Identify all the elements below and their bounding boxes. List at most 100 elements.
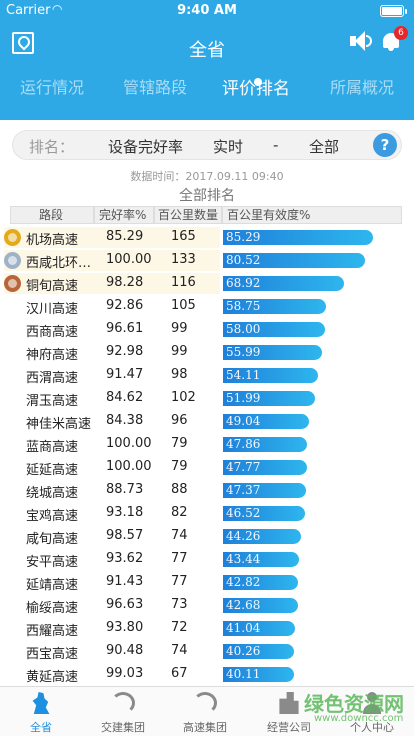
tab-overview[interactable]: 所属概况: [330, 78, 395, 97]
rate-value: 85.29: [106, 229, 144, 244]
rate-value: 93.80: [106, 620, 144, 635]
table-row[interactable]: 咸旬高速 98.57 74 44.26: [0, 525, 414, 548]
rate-value: 100.00: [106, 436, 152, 451]
wifi-icon: ◠: [52, 2, 63, 16]
rate-value: 92.86: [106, 298, 144, 313]
efficiency-bar: 49.04: [223, 414, 309, 429]
filter-separator: -: [273, 136, 279, 154]
efficiency-value: 49.04: [226, 414, 261, 428]
km-count: 74: [171, 528, 188, 543]
tabbar-personal[interactable]: 个人中心: [331, 687, 413, 737]
scope-select[interactable]: 全部: [309, 138, 340, 156]
rate-value: 96.61: [106, 321, 144, 336]
table-row[interactable]: 西渭高速 91.47 98 54.11: [0, 364, 414, 387]
watermark-title: 绿色资源网: [304, 692, 404, 716]
road-name: 汉川高速: [26, 302, 79, 317]
help-icon[interactable]: ?: [373, 133, 397, 157]
efficiency-value: 85.29: [226, 230, 261, 244]
rate-value: 100.00: [106, 252, 152, 267]
table-row[interactable]: 铜旬高速 98.28 116 68.92: [0, 272, 414, 295]
efficiency-value: 42.68: [226, 598, 261, 612]
km-count: 72: [171, 620, 188, 635]
tab-ranking[interactable]: 评价排名: [222, 79, 290, 99]
filter-label: 排名：: [29, 138, 75, 156]
tabbar-jiaojian[interactable]: 交建集团: [82, 687, 164, 737]
period-select[interactable]: 实时: [213, 138, 244, 156]
rate-value: 91.47: [106, 367, 144, 382]
ranking-filter[interactable]: 排名： 设备完好率 实时 - 全部: [12, 130, 402, 160]
table-row[interactable]: 蓝商高速 100.00 79 47.86: [0, 433, 414, 456]
tabbar-label: 交建集团: [101, 721, 145, 734]
table-row[interactable]: 延靖高速 91.43 77 42.82: [0, 571, 414, 594]
efficiency-value: 40.26: [226, 644, 261, 658]
efficiency-bar: 40.26: [223, 644, 294, 659]
table-row[interactable]: 延延高速 100.00 79 47.77: [0, 456, 414, 479]
page-title: 全省: [189, 40, 225, 61]
tabbar-gaosu[interactable]: 高速集团: [164, 687, 246, 737]
tabbar-company[interactable]: 经营公司: [248, 687, 330, 737]
efficiency-bar: 47.86: [223, 437, 307, 452]
efficiency-bar: 47.37: [223, 483, 306, 498]
column-header-efficiency: 百公里有效度%: [222, 206, 402, 224]
tabbar-label: 经营公司: [267, 721, 311, 734]
table-row[interactable]: 西商高速 96.61 99 58.00: [0, 318, 414, 341]
active-tab-indicator: [254, 78, 262, 86]
table-row[interactable]: 榆绥高速 96.63 73 42.68: [0, 594, 414, 617]
road-name: 渭玉高速: [26, 394, 79, 409]
map-location-icon[interactable]: [12, 32, 34, 54]
efficiency-bar: 40.11: [223, 667, 294, 682]
road-name: 延延高速: [26, 463, 79, 478]
table-row[interactable]: 黄延高速 99.03 67 40.11: [0, 663, 414, 686]
efficiency-value: 80.52: [226, 253, 261, 267]
efficiency-bar: 42.68: [223, 598, 298, 613]
efficiency-value: 41.04: [226, 621, 261, 635]
silver-medal-icon: [4, 252, 21, 269]
rate-value: 92.98: [106, 344, 144, 359]
efficiency-bar: 68.92: [223, 276, 344, 291]
km-count: 99: [171, 321, 188, 336]
efficiency-value: 51.99: [226, 391, 261, 405]
efficiency-bar: 47.77: [223, 460, 307, 475]
table-row[interactable]: 安平高速 93.62 77 43.44: [0, 548, 414, 571]
efficiency-value: 55.99: [226, 345, 261, 359]
road-name: 榆绥高速: [26, 601, 79, 616]
table-row[interactable]: 汉川高速 92.86 105 58.75: [0, 295, 414, 318]
road-name: 西宝高速: [26, 647, 79, 662]
table-row[interactable]: 渭玉高速 84.62 102 51.99: [0, 387, 414, 410]
efficiency-value: 68.92: [226, 276, 261, 290]
table-row[interactable]: 西耀高速 93.80 72 41.04: [0, 617, 414, 640]
tab-managed-roads[interactable]: 管辖路段: [123, 78, 188, 97]
bronze-medal-icon: [4, 275, 21, 292]
table-row[interactable]: 西咸北环… 100.00 133 80.52: [0, 249, 414, 272]
table-row[interactable]: 宝鸡高速 93.18 82 46.52: [0, 502, 414, 525]
efficiency-value: 47.37: [226, 483, 261, 497]
km-count: 79: [171, 436, 188, 451]
road-name: 宝鸡高速: [26, 509, 79, 524]
efficiency-value: 43.44: [226, 552, 261, 566]
road-name: 延靖高速: [26, 578, 79, 593]
table-row[interactable]: 神佳米高速 84.38 96 49.04: [0, 410, 414, 433]
km-count: 77: [171, 574, 188, 589]
table-row[interactable]: 绕城高速 88.73 88 47.37: [0, 479, 414, 502]
table-row[interactable]: 机场高速 85.29 165 85.29: [0, 226, 414, 249]
km-count: 99: [171, 344, 188, 359]
tabbar-label: 个人中心: [350, 721, 394, 734]
tab-operation[interactable]: 运行情况: [20, 78, 85, 97]
efficiency-bar: 46.52: [223, 506, 305, 521]
km-count: 77: [171, 551, 188, 566]
section-title: 全部排名: [179, 188, 235, 204]
tabbar-label: 高速集团: [183, 721, 227, 734]
status-bar: Carrier ◠ 9:40 AM: [0, 0, 414, 22]
table-row[interactable]: 神府高速 92.98 99 55.99: [0, 341, 414, 364]
efficiency-bar: 43.44: [223, 552, 299, 567]
person-icon: [360, 692, 384, 714]
data-timestamp: 数据时间：2017.09.11 09:40: [130, 170, 284, 183]
road-name: 铜旬高速: [26, 279, 79, 294]
efficiency-bar: 42.82: [223, 575, 298, 590]
efficiency-value: 54.11: [226, 368, 261, 382]
metric-select[interactable]: 设备完好率: [108, 138, 184, 156]
table-row[interactable]: 西宝高速 90.48 74 40.26: [0, 640, 414, 663]
speaker-icon[interactable]: [350, 30, 372, 52]
efficiency-value: 44.26: [226, 529, 261, 543]
tabbar-province[interactable]: 全省: [0, 687, 82, 737]
